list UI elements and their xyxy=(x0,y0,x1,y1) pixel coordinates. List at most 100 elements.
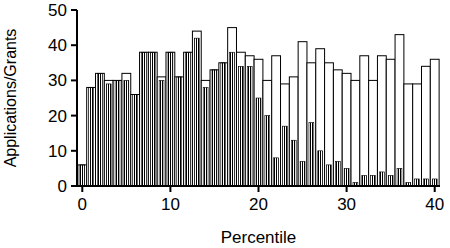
bar xyxy=(203,87,208,186)
bar xyxy=(247,66,252,186)
x-tick xyxy=(169,186,171,192)
y-tick-label: 40 xyxy=(48,36,67,55)
bar xyxy=(421,66,430,186)
bar xyxy=(289,77,298,186)
y-tick-label: 10 xyxy=(48,142,67,161)
bar xyxy=(423,179,428,186)
axes: 0 10 20 30 40 50 0 10 20 30 40 xyxy=(48,1,444,214)
bar xyxy=(228,28,237,186)
x-tick-label: 40 xyxy=(425,195,444,214)
bar xyxy=(150,52,155,186)
bar xyxy=(342,73,351,186)
chart: 0 10 20 30 40 50 0 10 20 30 40 Percentile Applicatio… xyxy=(0,0,450,248)
chart-svg: 0 10 20 30 40 50 0 10 20 30 40 Percentile Applicatio… xyxy=(0,0,450,248)
bar xyxy=(175,77,184,186)
y-tick xyxy=(71,9,77,11)
y-axis-line xyxy=(76,10,78,186)
bar xyxy=(360,56,369,186)
bar xyxy=(327,165,332,186)
bar xyxy=(212,70,217,186)
x-tick xyxy=(434,186,436,192)
bar xyxy=(238,66,243,186)
bar xyxy=(133,94,138,186)
bar xyxy=(245,56,254,186)
bar xyxy=(265,116,270,186)
bar xyxy=(221,63,226,186)
bar xyxy=(274,158,279,186)
bar xyxy=(96,73,105,186)
bar xyxy=(236,52,245,186)
x-tick xyxy=(81,186,83,192)
bar xyxy=(333,70,342,186)
bar xyxy=(386,59,395,186)
bar xyxy=(177,77,182,186)
bar xyxy=(159,80,164,186)
y-axis-label: Applications/Grants xyxy=(2,29,19,168)
bar xyxy=(404,84,413,186)
y-tick xyxy=(71,44,77,46)
bar xyxy=(210,70,219,186)
bar xyxy=(113,80,122,186)
bar xyxy=(104,80,113,186)
bar xyxy=(87,87,96,186)
bar xyxy=(124,80,129,186)
bar xyxy=(168,52,173,186)
bar xyxy=(307,63,316,186)
bar xyxy=(309,123,314,186)
bar xyxy=(413,84,422,186)
bar xyxy=(316,49,325,186)
bar xyxy=(122,73,131,186)
x-tick xyxy=(346,186,348,192)
bar xyxy=(131,94,140,186)
bar xyxy=(395,35,404,186)
bar xyxy=(298,42,307,186)
bar xyxy=(115,80,120,186)
bar xyxy=(78,165,87,186)
bar xyxy=(344,168,349,186)
bar xyxy=(263,80,272,186)
bar xyxy=(106,84,111,186)
bar xyxy=(371,175,376,186)
y-tick-label: 0 xyxy=(58,177,67,196)
bar xyxy=(89,87,94,186)
bar xyxy=(335,161,340,186)
bar xyxy=(254,59,263,186)
bar xyxy=(397,168,402,186)
bar xyxy=(325,63,334,186)
y-tick xyxy=(71,79,77,81)
bar xyxy=(80,165,85,186)
y-tick xyxy=(71,185,77,187)
x-tick-label: 30 xyxy=(337,195,356,214)
y-tick xyxy=(71,150,77,152)
bar xyxy=(201,80,210,186)
y-tick-label: 30 xyxy=(48,71,67,90)
bar xyxy=(97,73,102,186)
bar xyxy=(283,126,288,186)
y-tick-label: 20 xyxy=(48,107,67,126)
bar xyxy=(281,84,290,186)
x-tick-label: 10 xyxy=(161,195,180,214)
x-axis-label: Percentile xyxy=(221,228,297,247)
bar xyxy=(318,151,323,186)
bar xyxy=(351,80,360,186)
bar xyxy=(192,31,201,186)
bar xyxy=(377,56,386,186)
bar xyxy=(166,52,175,186)
bar xyxy=(140,52,149,186)
bar xyxy=(272,56,281,186)
bar xyxy=(388,175,393,186)
bar xyxy=(142,52,147,186)
y-tick-label: 50 xyxy=(48,1,67,20)
bar xyxy=(184,52,193,186)
bar xyxy=(291,140,296,186)
bar xyxy=(362,175,367,186)
plot-area xyxy=(78,28,439,186)
bar xyxy=(300,161,305,186)
x-tick-label: 20 xyxy=(249,195,268,214)
bar xyxy=(148,52,157,186)
y-tick xyxy=(71,115,77,117)
bar xyxy=(194,38,199,186)
bar xyxy=(157,77,166,186)
x-tick-label: 0 xyxy=(78,195,87,214)
bar xyxy=(186,52,191,186)
